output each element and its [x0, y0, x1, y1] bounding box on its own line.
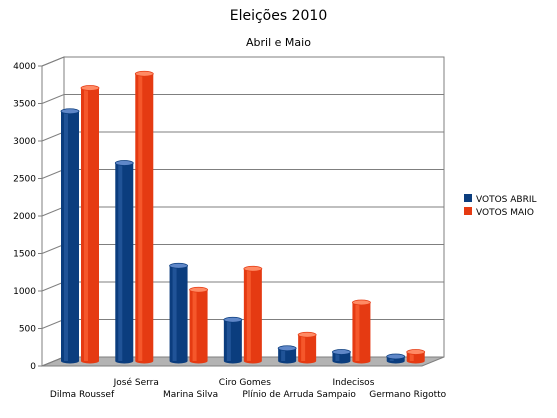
legend-label: VOTOS ABRIL — [476, 195, 537, 205]
bar-maio — [297, 331, 317, 364]
y-tick-label: 1000 — [13, 287, 36, 297]
x-tick-label: José Serra — [113, 377, 159, 388]
y-tick-label: 0 — [30, 362, 36, 372]
bar-abril — [332, 349, 351, 364]
x-tick-label: Ciro Gomes — [219, 378, 271, 388]
chart-subtitle: Abril e Maio — [246, 36, 311, 49]
bar-maio — [189, 286, 208, 364]
bar-abril — [169, 262, 188, 364]
bar-abril — [114, 160, 134, 364]
bar-maio — [406, 349, 426, 364]
floor — [41, 356, 445, 367]
gridline — [41, 94, 444, 104]
bar-abril — [60, 108, 80, 364]
bar-maio — [243, 265, 263, 364]
y-tick-label: 3500 — [13, 100, 36, 110]
bar-maio — [352, 299, 371, 364]
legend-swatch — [464, 194, 472, 202]
bar-abril — [277, 345, 297, 364]
legend-swatch — [464, 207, 472, 215]
bar-maio — [134, 70, 154, 364]
x-tick-label: Indecisos — [332, 378, 374, 388]
y-tick-label: 4000 — [13, 62, 36, 72]
bar-abril — [386, 353, 406, 364]
bar-maio — [80, 85, 100, 364]
bar-abril — [223, 316, 243, 364]
y-tick-label: 1500 — [13, 250, 36, 260]
x-tick-label: Germano Rigotto — [369, 390, 446, 400]
y-tick-label: 2500 — [13, 175, 36, 185]
gridline — [41, 56, 444, 67]
x-tick-label: Plínio de Arruda Sampaio — [242, 390, 356, 400]
x-tick-label: Dilma Roussef — [50, 390, 115, 400]
legend-label: VOTOS MAIO — [476, 208, 534, 218]
y-tick-label: 500 — [19, 325, 36, 335]
chart-title: Eleições 2010 — [229, 8, 328, 24]
y-tick-label: 3000 — [13, 137, 36, 147]
x-tick-label: Marina Silva — [163, 390, 218, 400]
y-tick-label: 2000 — [13, 212, 36, 222]
